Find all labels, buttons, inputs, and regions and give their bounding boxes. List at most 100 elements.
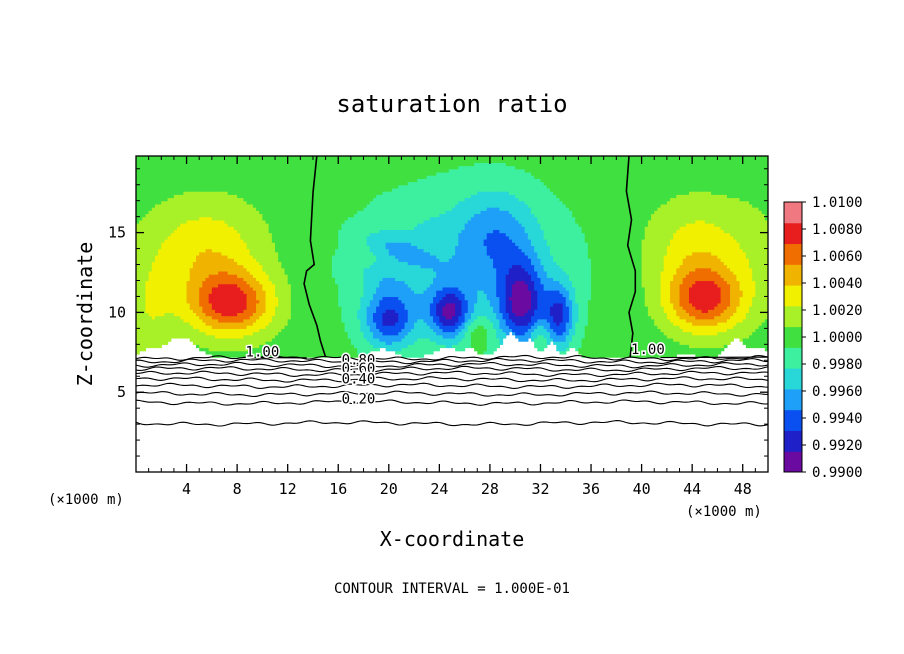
heatmap-cell	[221, 261, 226, 266]
heatmap-cell	[151, 200, 156, 205]
heatmap-cell	[148, 299, 153, 304]
heatmap-cell	[180, 238, 184, 243]
heatmap-cell	[256, 312, 260, 317]
heatmap-cell	[268, 283, 273, 288]
heatmap-cell	[161, 290, 166, 294]
heatmap-cell	[192, 216, 197, 221]
heatmap-cell	[161, 248, 166, 253]
heatmap-cell	[164, 213, 169, 218]
heatmap-cell	[259, 334, 263, 339]
heatmap-cell	[237, 156, 241, 160]
heatmap-cell	[136, 203, 140, 208]
heatmap-cell	[221, 213, 226, 218]
heatmap-cell	[208, 229, 213, 234]
heatmap-cell	[230, 191, 235, 195]
heatmap-cell	[189, 245, 194, 250]
heatmap-cell	[265, 226, 270, 231]
heatmap-cell	[196, 334, 200, 339]
heatmap-cell	[151, 264, 156, 269]
heatmap-cell	[196, 251, 200, 256]
heatmap-cell	[230, 194, 235, 199]
heatmap-cell	[164, 312, 169, 317]
heatmap-cell	[136, 318, 140, 323]
heatmap-cell	[154, 213, 159, 218]
heatmap-cell	[180, 181, 184, 186]
heatmap-cell	[142, 309, 147, 313]
heatmap-cell	[148, 248, 153, 253]
heatmap-cell	[259, 197, 263, 202]
heatmap-cell	[192, 200, 197, 205]
heatmap-cell	[199, 210, 203, 215]
heatmap-cell	[221, 219, 226, 224]
heatmap-cell	[218, 229, 222, 234]
heatmap-cell	[211, 216, 216, 221]
heatmap-cell	[252, 293, 257, 298]
heatmap-cell	[170, 178, 175, 183]
heatmap-cell	[136, 165, 140, 170]
heatmap-cell	[268, 341, 273, 345]
heatmap-cell	[243, 203, 248, 208]
heatmap-cell	[221, 232, 226, 237]
heatmap-cell	[148, 334, 153, 339]
heatmap-cell	[208, 299, 213, 304]
heatmap-cell	[237, 328, 241, 333]
heatmap-cell	[189, 235, 194, 240]
heatmap-cell	[259, 261, 263, 266]
heatmap-cell	[167, 306, 172, 310]
heatmap-cell	[215, 264, 219, 269]
heatmap-cell	[249, 200, 254, 205]
heatmap-cell	[262, 341, 267, 345]
heatmap-cell	[211, 156, 216, 160]
heatmap-cell	[154, 229, 159, 234]
heatmap-cell	[167, 334, 172, 339]
heatmap-cell	[249, 302, 254, 307]
heatmap-cell	[230, 344, 235, 349]
heatmap-cell	[262, 344, 267, 349]
heatmap-cell	[252, 277, 257, 282]
heatmap-cell	[170, 184, 175, 189]
heatmap-cell	[186, 245, 191, 250]
heatmap-cell	[249, 286, 254, 291]
heatmap-cell	[218, 315, 222, 320]
heatmap-cell	[252, 156, 257, 160]
heatmap-cell	[167, 162, 172, 167]
heatmap-cell	[208, 318, 213, 323]
heatmap-cell	[265, 203, 270, 208]
heatmap-cell	[158, 200, 162, 205]
heatmap-cell	[211, 226, 216, 231]
heatmap-cell	[183, 200, 188, 205]
heatmap-cell	[158, 283, 162, 288]
heatmap-cell	[227, 232, 232, 237]
heatmap-cell	[208, 159, 213, 163]
heatmap-cell	[205, 162, 210, 167]
heatmap-cell	[256, 353, 260, 358]
heatmap-cell	[158, 191, 162, 195]
heatmap-cell	[173, 318, 178, 323]
heatmap-cell	[199, 165, 203, 170]
heatmap-cell	[202, 299, 207, 304]
heatmap-cell	[145, 184, 150, 189]
heatmap-cell	[227, 207, 232, 211]
heatmap-cell	[136, 258, 140, 262]
heatmap-cell	[189, 203, 194, 208]
heatmap-cell	[177, 216, 181, 221]
heatmap-cell	[268, 168, 273, 173]
heatmap-cell	[136, 267, 140, 272]
heatmap-cell	[208, 245, 213, 250]
heatmap-cell	[145, 216, 150, 221]
heatmap-cell	[262, 219, 267, 224]
heatmap-cell	[183, 280, 188, 285]
heatmap-cell	[265, 283, 270, 288]
heatmap-cell	[215, 235, 219, 240]
heatmap-cell	[154, 341, 159, 345]
heatmap-cell	[268, 274, 273, 278]
heatmap-cell	[202, 283, 207, 288]
heatmap-cell	[148, 315, 153, 320]
heatmap-cell	[202, 261, 207, 266]
heatmap-cell	[230, 318, 235, 323]
heatmap-cell	[218, 197, 222, 202]
heatmap-cell	[237, 299, 241, 304]
heatmap-cell	[237, 213, 241, 218]
heatmap-cell	[139, 219, 143, 224]
heatmap-cell	[262, 194, 267, 199]
